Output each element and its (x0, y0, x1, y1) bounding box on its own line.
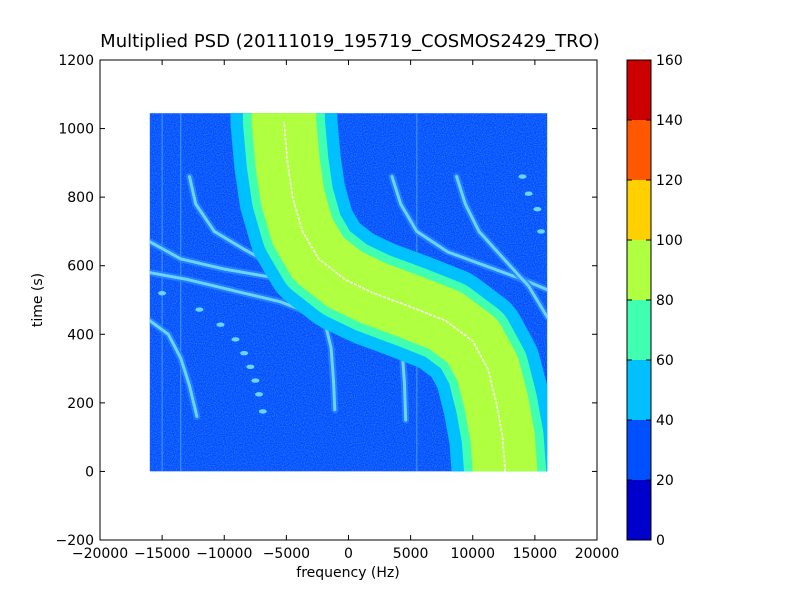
colorbar-segment (627, 480, 651, 540)
trace-dot (246, 364, 255, 370)
colorbar-tick-label: 40 (656, 413, 674, 429)
x-tick-label: 10000 (450, 546, 495, 562)
trace-dot (255, 392, 264, 397)
colorbar-tick-label: 160 (656, 53, 683, 69)
y-tick-label: 600 (67, 259, 94, 275)
y-tick-label: −200 (56, 533, 94, 549)
heatmap (149, 113, 548, 472)
x-tick-label: 20000 (575, 546, 620, 562)
x-tick-label: −10000 (196, 546, 252, 562)
main-trace (283, 121, 506, 472)
colorbar-tick-label: 140 (656, 113, 683, 129)
y-tick-label: 0 (85, 464, 94, 480)
x-tick-label: −5000 (263, 546, 310, 562)
y-tick-label: 800 (67, 190, 94, 206)
trace-dot (231, 337, 240, 342)
colorbar-tick-label: 100 (656, 233, 683, 249)
trace-dot (158, 290, 167, 296)
y-axis-label: time (s) (30, 273, 46, 327)
colorbar: 0 20 40 60 80 100 120 140 160 (626, 53, 683, 549)
colorbar-tick-label: 120 (656, 173, 683, 189)
trace-dot (258, 409, 267, 414)
colorbar-segment (627, 120, 651, 180)
colorbar-segment (627, 300, 651, 360)
colorbar-tick-label: 0 (656, 533, 665, 549)
colorbar-segment (627, 180, 651, 240)
y-tick-label: 1200 (58, 53, 94, 69)
y-tick-label: 1000 (58, 122, 94, 138)
y-tick-label: 400 (67, 327, 94, 343)
x-axis-label: frequency (Hz) (296, 565, 399, 581)
side-trace (149, 319, 199, 419)
side-trace (188, 175, 276, 268)
x-tick-label: −15000 (134, 546, 190, 562)
side-trace (455, 175, 548, 319)
colorbar-segment (627, 360, 651, 420)
x-tick-label: 15000 (513, 546, 558, 562)
trace-dot (537, 229, 546, 234)
trace-dot (195, 307, 204, 312)
trace-dot (240, 350, 249, 356)
trace-dot (251, 378, 260, 383)
colorbar-tick-label: 60 (656, 353, 674, 369)
x-tick-label: 0 (344, 546, 353, 562)
colorbar-tick-label: 80 (656, 293, 674, 309)
trace-dot (216, 322, 225, 327)
trace-dot (533, 206, 542, 212)
colorbar-segment (627, 420, 651, 480)
plot-area: −20000 −15000 −10000 −5000 0 5000 10000 15000 20… (56, 53, 620, 562)
axis-ticks: −20000 −15000 −10000 −5000 0 5000 10000 15000 20… (56, 53, 620, 562)
chart-title: Multiplied PSD (20111019_195719_COSMOS24… (100, 31, 600, 52)
trace-dot (524, 191, 533, 196)
trace-dot (518, 174, 527, 179)
x-tick-label: 5000 (393, 546, 429, 562)
x-tick-label: −20000 (72, 546, 128, 562)
colorbar-segment (627, 240, 651, 300)
colorbar-tick-label: 20 (656, 473, 674, 489)
y-tick-label: 200 (67, 396, 94, 412)
colorbar-segment (627, 60, 651, 120)
heatmap-data (149, 113, 548, 472)
